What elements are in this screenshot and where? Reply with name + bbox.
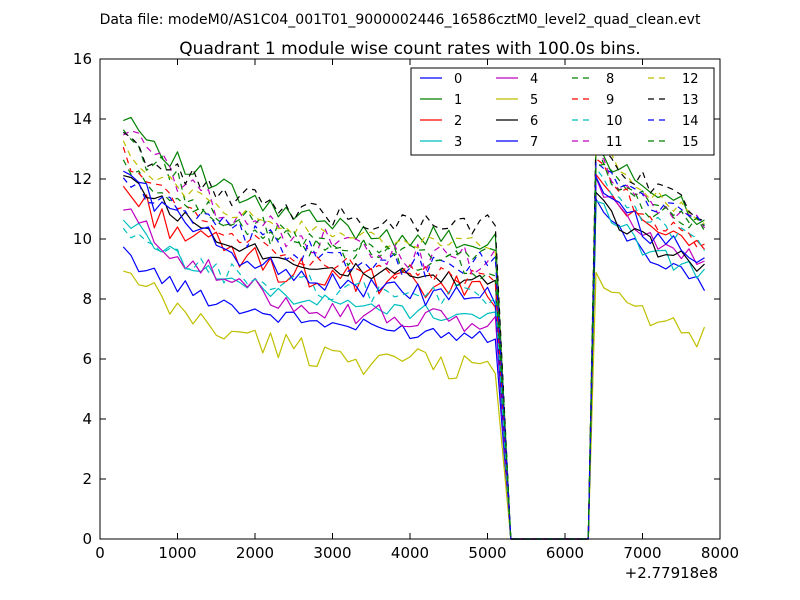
series-line-12 — [122, 135, 705, 540]
y-tick-label: 14 — [73, 110, 92, 128]
series-line-15 — [122, 159, 705, 540]
x-tick-label: 0 — [95, 544, 105, 562]
y-tick-label: 12 — [73, 170, 92, 188]
legend-label-6: 6 — [530, 114, 538, 129]
x-tick-label: 5000 — [468, 544, 506, 562]
chart-suptitle: Data file: modeM0/AS1C04_001T01_90000024… — [100, 12, 701, 28]
y-tick-label: 2 — [82, 470, 92, 488]
series-line-3 — [122, 200, 705, 540]
series-line-6 — [123, 175, 705, 540]
series-line-13 — [122, 131, 705, 540]
series-line-11 — [123, 130, 706, 540]
x-tick-label: 1000 — [158, 544, 196, 562]
x-tick-label: 2000 — [236, 544, 274, 562]
legend-label-12: 12 — [682, 72, 699, 87]
legend-label-15: 15 — [682, 135, 699, 150]
series-line-1 — [123, 116, 705, 540]
x-tick-label: 6000 — [546, 544, 584, 562]
legend-label-9: 9 — [606, 93, 614, 108]
legend-label-3: 3 — [454, 135, 462, 150]
legend-label-0: 0 — [454, 72, 462, 87]
y-tick-label: 8 — [82, 290, 92, 308]
legend-label-7: 7 — [530, 135, 538, 150]
legend-label-4: 4 — [530, 72, 538, 87]
legend-label-11: 11 — [606, 135, 623, 150]
x-tick-label: 7000 — [623, 544, 661, 562]
y-tick-label: 4 — [82, 410, 92, 428]
series-layer — [122, 116, 706, 540]
series-line-0 — [122, 198, 706, 540]
legend-label-2: 2 — [454, 114, 462, 129]
legend-label-14: 14 — [682, 114, 699, 129]
y-tick-label: 16 — [73, 50, 92, 68]
series-line-5 — [123, 270, 706, 540]
legend-label-10: 10 — [606, 114, 623, 129]
y-tick-label: 0 — [82, 530, 92, 548]
legend-label-13: 13 — [682, 93, 699, 108]
x-offset-label: +2.77918e8 — [625, 564, 718, 582]
series-line-14 — [122, 161, 705, 540]
x-tick-label: 3000 — [313, 544, 351, 562]
series-line-9 — [122, 146, 705, 540]
plot-frame — [99, 58, 721, 540]
y-tick-label: 10 — [73, 230, 92, 248]
y-tick-label: 6 — [82, 350, 92, 368]
legend-label-1: 1 — [454, 93, 462, 108]
legend-label-8: 8 — [606, 72, 614, 87]
axis-ticks: 0 1000 2000 3000 4000 5000 6000 7000 80000246810… — [73, 50, 739, 562]
series-line-2 — [122, 173, 705, 540]
series-line-10 — [122, 167, 706, 540]
x-tick-label: 8000 — [701, 544, 739, 562]
chart-title: Quadrant 1 module wise count rates with … — [179, 39, 640, 59]
legend-label-5: 5 — [530, 93, 538, 108]
series-line-7 — [123, 170, 705, 540]
x-tick-label: 4000 — [391, 544, 429, 562]
